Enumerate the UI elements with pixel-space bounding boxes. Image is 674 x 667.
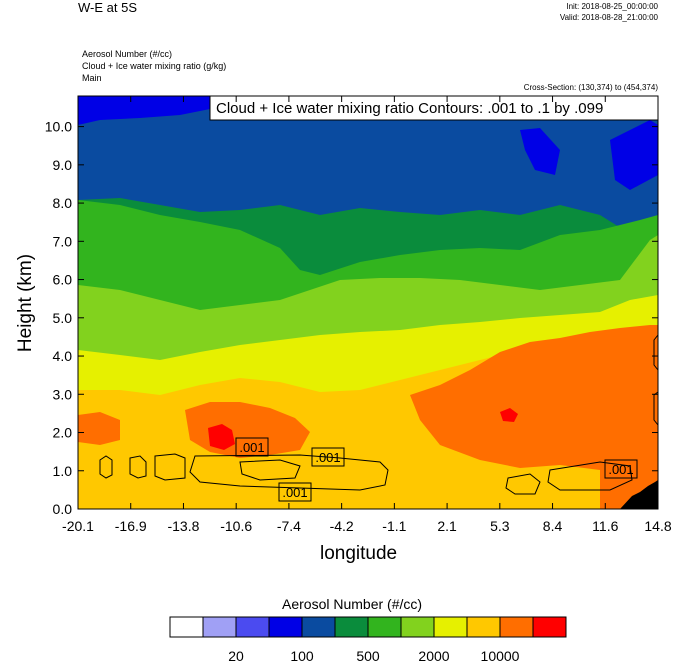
cross-section-label: Cross-Section: (130,374) to (454,374) [523, 83, 658, 92]
band-blue-2 [520, 128, 560, 175]
y-tick-label: 1.0 [53, 463, 73, 479]
band-blue [78, 96, 220, 125]
y-tick-label: 8.0 [53, 195, 73, 211]
plot-title: W-E at 5S [78, 0, 138, 15]
y-tick-label: 2.0 [53, 425, 73, 441]
field-label-main: Main [82, 73, 102, 83]
y-tick-label: 3.0 [53, 386, 73, 402]
contour-label-box [604, 459, 638, 479]
x-tick-label: 2.1 [437, 518, 457, 534]
colorbar-swatch [334, 616, 369, 638]
y-tick-label: 4.0 [53, 348, 73, 364]
x-tick-label: -10.6 [220, 518, 252, 534]
x-tick-label: -20.1 [62, 518, 94, 534]
band-surface-amber [78, 470, 658, 509]
colorbar-swatch [367, 616, 402, 638]
colorbar-tick-label: 500 [356, 648, 380, 664]
contour-label-box [235, 437, 269, 457]
x-tick-label: -1.1 [382, 518, 406, 534]
band-red-2 [500, 408, 518, 422]
colorbar-tick-label: 2000 [418, 648, 449, 664]
colorbar-swatch [235, 616, 270, 638]
y-tick-label: 9.0 [53, 157, 73, 173]
x-tick-label: -13.8 [167, 518, 199, 534]
aerosol-field [78, 96, 658, 509]
colorbar-swatch [499, 616, 534, 638]
colorbar-swatch [301, 616, 336, 638]
colorbar-swatch [202, 616, 237, 638]
contour-label: .001 [608, 462, 633, 477]
x-tick-label: 5.3 [490, 518, 510, 534]
colorbar-tick-label: 20 [228, 648, 244, 664]
contour-label-group: .001 .001 .001 .001 [235, 437, 638, 502]
colorbar-swatch [268, 616, 303, 638]
contour-label: .001 [315, 450, 340, 465]
x-tick-label: -4.2 [330, 518, 354, 534]
y-tick-label: 10.0 [45, 119, 72, 135]
x-axis-label: longitude [320, 543, 398, 564]
contour-info-text: Cloud + Ice water mixing ratio Contours:… [216, 100, 603, 117]
contour-label: .001 [282, 485, 307, 500]
y-tick-label: 6.0 [53, 272, 73, 288]
colorbar-tick-label: 100 [290, 648, 314, 664]
terrain [620, 480, 658, 509]
y-tick-label: 7.0 [53, 233, 73, 249]
colorbar-swatch [433, 616, 468, 638]
band-red-1 [208, 424, 235, 450]
band-blue-3 [610, 120, 658, 190]
colorbar-tick-label: 10000 [481, 648, 520, 664]
colorbar-swatch [466, 616, 501, 638]
x-tick-label: -7.4 [277, 518, 301, 534]
colorbar-title: Aerosol Number (#/cc) [282, 596, 423, 612]
x-tick-label: -16.9 [115, 518, 147, 534]
x-tick-label: 11.6 [592, 518, 618, 534]
contour-info-box [209, 95, 659, 121]
valid-time: Valid: 2018-08-28_21:00:00 [559, 13, 658, 22]
field-label-cloud: Cloud + Ice water mixing ratio (g/kg) [82, 61, 227, 71]
y-tick-label: 5.0 [53, 310, 73, 326]
x-tick-label: 8.4 [543, 518, 563, 534]
cloud-contours [99, 334, 658, 495]
x-tick-label: 14.8 [644, 518, 671, 534]
band-darkblue [78, 96, 658, 250]
init-time: Init: 2018-08-25_00:00:00 [566, 2, 658, 11]
contour-label: .001 [239, 440, 264, 455]
field-label-aerosol: Aerosol Number (#/cc) [82, 49, 173, 59]
colorbar-swatch [532, 616, 567, 638]
colorbar-swatch [400, 616, 435, 638]
y-axis-label: Height (km) [15, 253, 36, 353]
contour-label-box [311, 447, 345, 467]
y-tick-label: 0.0 [53, 501, 73, 517]
band-orange-left [78, 412, 120, 445]
contour-label-box [278, 482, 312, 502]
colorbar-swatch [169, 616, 204, 638]
